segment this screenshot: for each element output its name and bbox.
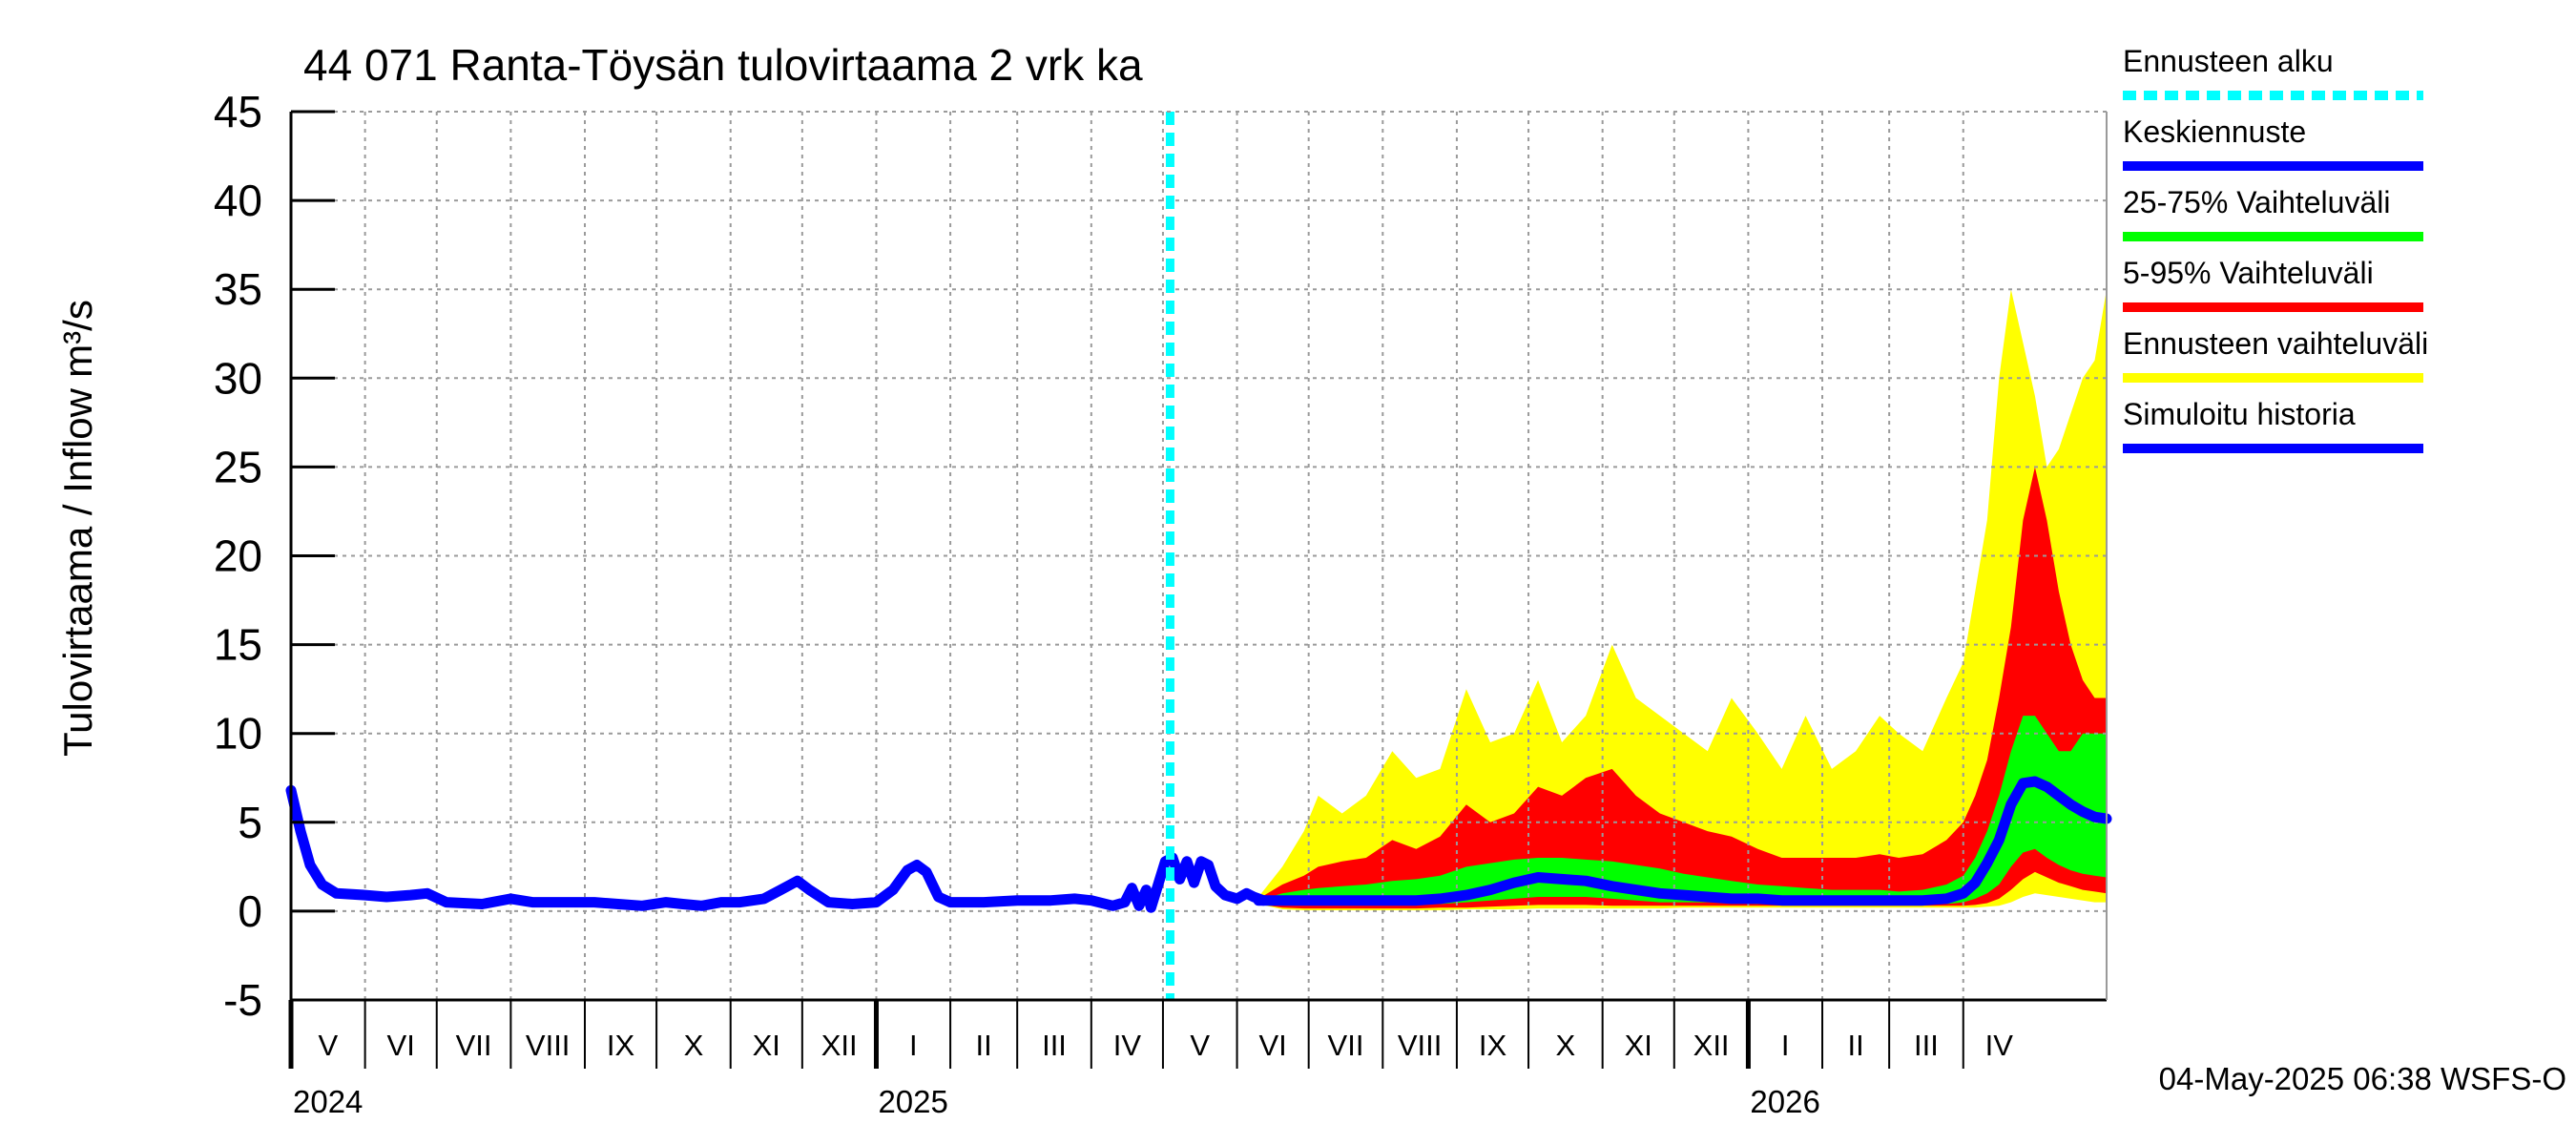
x-month-label: XII	[821, 1029, 858, 1062]
y-axis-ticks: -5 0 5 10 15 20 25 30 35 40 45	[214, 87, 335, 1025]
series-line-keskiennuste	[1253, 776, 2112, 906]
x-month-label: III	[1914, 1029, 1939, 1062]
x-month-label: V	[1190, 1029, 1210, 1062]
legend-label: Keskiennuste	[2123, 114, 2306, 149]
legend: Ennusteen alku Keskiennuste 25-75% Vaihtel…	[2123, 44, 2428, 453]
x-year-label: 2024	[293, 1084, 363, 1119]
x-month-label: VIII	[1398, 1029, 1443, 1062]
forecast-bands	[1258, 289, 2107, 910]
x-month-label: III	[1042, 1029, 1067, 1062]
y-tick-label: 20	[214, 531, 262, 581]
series-lines	[285, 112, 2112, 1000]
x-month-label: X	[684, 1029, 704, 1062]
x-month-label: IV	[1985, 1029, 2014, 1062]
x-month-label: VI	[1258, 1029, 1286, 1062]
x-month-label: XI	[753, 1029, 780, 1062]
y-tick-label: 25	[214, 442, 262, 491]
x-month-label: VII	[456, 1029, 492, 1062]
x-month-label: VIII	[526, 1029, 571, 1062]
timestamp-footer: 04-May-2025 06:38 WSFS-O	[2159, 1061, 2566, 1096]
x-month-label: XII	[1693, 1029, 1730, 1062]
series-line-simuloitu-historia	[285, 784, 1269, 913]
y-tick-label: 15	[214, 620, 262, 670]
y-tick-label: 10	[214, 709, 262, 759]
legend-label: Ennusteen alku	[2123, 44, 2334, 78]
band-5-95	[1258, 467, 2107, 909]
y-tick-label: 5	[238, 798, 262, 847]
legend-label: 25-75% Vaihteluväli	[2123, 185, 2390, 219]
x-month-label: II	[1847, 1029, 1863, 1062]
y-axis-label: Tulovirtaama / Inflow	[55, 387, 100, 757]
x-month-label: I	[1781, 1029, 1790, 1062]
y-tick-label: 0	[238, 886, 262, 936]
x-month-label: IX	[607, 1029, 635, 1062]
x-month-label: V	[318, 1029, 338, 1062]
x-year-label: 2025	[878, 1084, 947, 1119]
legend-label: Ennusteen vaihteluväli	[2123, 326, 2428, 361]
x-month-label: VI	[387, 1029, 415, 1062]
x-month-label: VII	[1328, 1029, 1364, 1062]
y-tick-label: 45	[214, 87, 262, 136]
legend-label: Simuloitu historia	[2123, 397, 2356, 431]
x-axis-ticks: V VI VII VIII IX X XI XII I II III IV V VI VII VIII IX X X…	[288, 1000, 2014, 1119]
y-tick-label: 40	[214, 176, 262, 225]
x-month-label: IX	[1479, 1029, 1507, 1062]
chart-title: 44 071 Ranta-Töysän tulovirtaama 2 vrk k…	[303, 40, 1143, 90]
x-month-label: I	[909, 1029, 918, 1062]
y-axis-unit: m³/s	[55, 300, 100, 378]
y-tick-label: 30	[214, 353, 262, 403]
y-tick-label: 35	[214, 264, 262, 314]
grid-lines	[291, 111, 2107, 1000]
band-25-75	[1258, 716, 2107, 905]
x-year-label: 2026	[1750, 1084, 1819, 1119]
legend-label: 5-95% Vaihteluväli	[2123, 256, 2374, 290]
x-month-label: XI	[1625, 1029, 1652, 1062]
x-month-label: X	[1556, 1029, 1576, 1062]
y-tick-label: -5	[223, 975, 262, 1025]
band-forecast-range	[1258, 289, 2107, 910]
x-month-label: II	[976, 1029, 992, 1062]
x-month-label: IV	[1113, 1029, 1142, 1062]
